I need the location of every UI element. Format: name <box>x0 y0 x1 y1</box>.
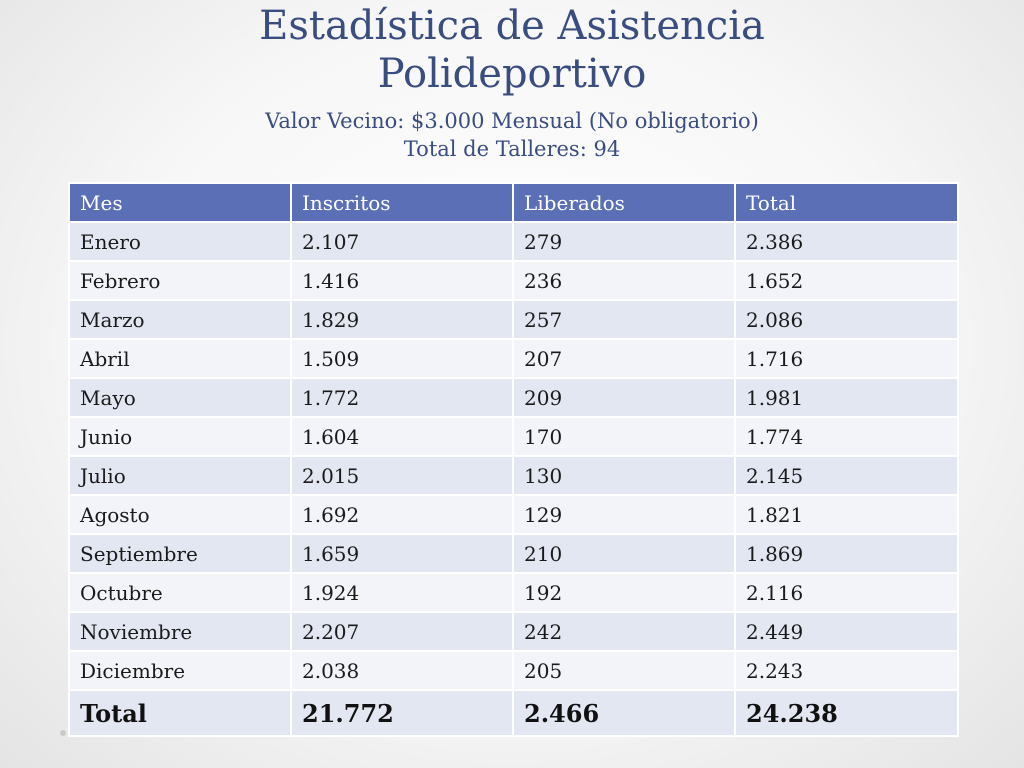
liberados-cell: 207 <box>512 338 736 379</box>
total-cell: 2.449 <box>734 611 959 652</box>
liberados-cell: 279 <box>512 221 736 262</box>
slide-title-block: Estadística de Asistencia Polideportivo … <box>0 0 1024 163</box>
mes-cell: Noviembre <box>68 611 292 652</box>
total-cell: 1.981 <box>734 377 959 418</box>
table-row: Agosto 1.692 129 1.821 <box>68 494 959 535</box>
total-cell: 1.869 <box>734 533 959 574</box>
mes-cell: Agosto <box>68 494 292 535</box>
table-header-row: Mes Inscritos Liberados Total <box>68 182 959 223</box>
mes-cell: Abril <box>68 338 292 379</box>
total-cell: 1.716 <box>734 338 959 379</box>
header-liberados: Liberados <box>512 182 736 223</box>
inscritos-cell: 2.107 <box>290 221 514 262</box>
inscritos-cell: 2.015 <box>290 455 514 496</box>
liberados-cell: 242 <box>512 611 736 652</box>
mes-cell: Junio <box>68 416 292 457</box>
total-cell: 2.386 <box>734 221 959 262</box>
inscritos-cell: 1.416 <box>290 260 514 301</box>
liberados-cell: 209 <box>512 377 736 418</box>
slide-subtitle-price: Valor Vecino: $3.000 Mensual (No obligat… <box>265 109 759 133</box>
mes-cell: Febrero <box>68 260 292 301</box>
inscritos-cell: 1.604 <box>290 416 514 457</box>
table-row: Octubre 1.924 192 2.116 <box>68 572 959 613</box>
inscritos-cell: 1.924 <box>290 572 514 613</box>
table-row: Septiembre 1.659 210 1.869 <box>68 533 959 574</box>
liberados-cell: 129 <box>512 494 736 535</box>
header-mes: Mes <box>68 182 292 223</box>
header-inscritos: Inscritos <box>290 182 514 223</box>
liberados-cell: 170 <box>512 416 736 457</box>
mes-cell: Diciembre <box>68 650 292 691</box>
liberados-cell: 205 <box>512 650 736 691</box>
mes-cell: Julio <box>68 455 292 496</box>
mes-cell: Septiembre <box>68 533 292 574</box>
slide-title-line-1: Estadística de Asistencia <box>259 3 765 49</box>
total-cell: 2.116 <box>734 572 959 613</box>
total-cell: 2.145 <box>734 455 959 496</box>
total-cell: 1.652 <box>734 260 959 301</box>
table-row: Febrero 1.416 236 1.652 <box>68 260 959 301</box>
inscritos-cell: 1.509 <box>290 338 514 379</box>
total-row: Total 21.772 2.466 24.238 <box>68 689 959 737</box>
inscritos-cell: 2.038 <box>290 650 514 691</box>
mes-cell: Octubre <box>68 572 292 613</box>
table-row: Enero 2.107 279 2.386 <box>68 221 959 262</box>
table-row: Diciembre 2.038 205 2.243 <box>68 650 959 691</box>
liberados-cell: 210 <box>512 533 736 574</box>
inscritos-cell: 1.659 <box>290 533 514 574</box>
table-row: Julio 2.015 130 2.145 <box>68 455 959 496</box>
table-footer: Total 21.772 2.466 24.238 <box>68 689 959 737</box>
total-cell: 2.243 <box>734 650 959 691</box>
total-label-cell: Total <box>68 689 292 737</box>
attendance-table: Mes Inscritos Liberados Total Enero 2.107… <box>68 182 959 737</box>
liberados-cell: 192 <box>512 572 736 613</box>
mes-cell: Mayo <box>68 377 292 418</box>
table-row: Abril 1.509 207 1.716 <box>68 338 959 379</box>
table-row: Noviembre 2.207 242 2.449 <box>68 611 959 652</box>
total-inscritos-cell: 21.772 <box>290 689 514 737</box>
table-row: Mayo 1.772 209 1.981 <box>68 377 959 418</box>
liberados-cell: 130 <box>512 455 736 496</box>
attendance-table-container: Mes Inscritos Liberados Total Enero 2.107… <box>68 182 959 737</box>
liberados-cell: 257 <box>512 299 736 340</box>
mes-cell: Enero <box>68 221 292 262</box>
slide-subtitle-workshops: Total de Talleres: 94 <box>403 137 621 161</box>
slide-decoration-dot <box>60 730 66 736</box>
inscritos-cell: 2.207 <box>290 611 514 652</box>
inscritos-cell: 1.692 <box>290 494 514 535</box>
inscritos-cell: 1.772 <box>290 377 514 418</box>
header-total: Total <box>734 182 959 223</box>
table-row: Junio 1.604 170 1.774 <box>68 416 959 457</box>
total-cell: 1.774 <box>734 416 959 457</box>
slide-title-line-2: Polideportivo <box>377 51 647 97</box>
table-row: Marzo 1.829 257 2.086 <box>68 299 959 340</box>
inscritos-cell: 1.829 <box>290 299 514 340</box>
table-header: Mes Inscritos Liberados Total <box>68 182 959 223</box>
total-liberados-cell: 2.466 <box>512 689 736 737</box>
liberados-cell: 236 <box>512 260 736 301</box>
table-body: Enero 2.107 279 2.386 Febrero 1.416 236 1.652 Ma… <box>68 221 959 691</box>
mes-cell: Marzo <box>68 299 292 340</box>
total-cell: 1.821 <box>734 494 959 535</box>
total-cell: 2.086 <box>734 299 959 340</box>
total-total-cell: 24.238 <box>734 689 959 737</box>
